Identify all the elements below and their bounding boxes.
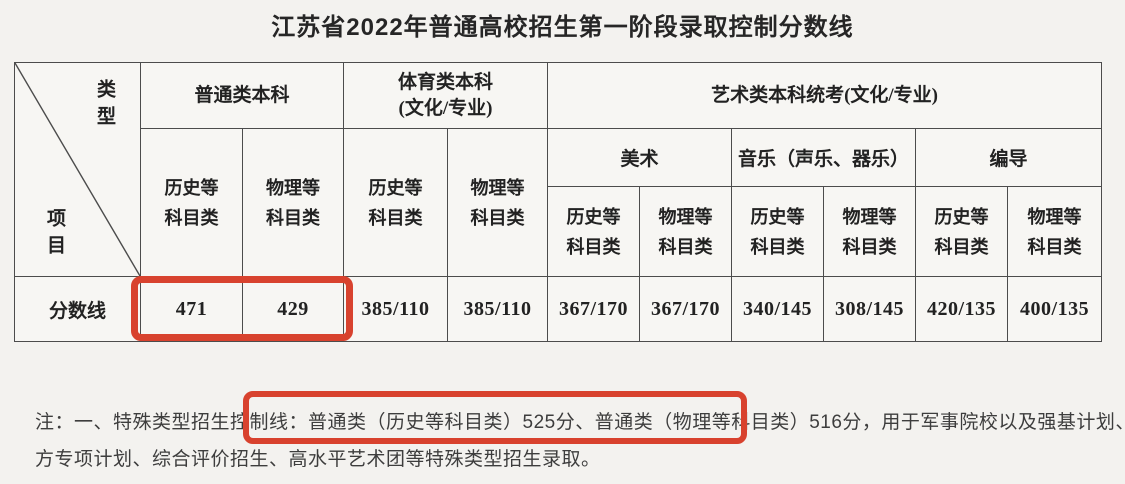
corner-cell: 类型 项目 [14, 62, 141, 277]
score-sports-history: 385/110 [343, 276, 449, 342]
subheader-music-history: 历史等 科目类 [731, 186, 825, 277]
score-table: 类型 项目 普通类本科 体育类本科 (文化/专业) 艺术类本科统考(文化/专业)… [14, 62, 1103, 342]
subheader-sports-physics: 物理等 科目类 [447, 128, 549, 277]
subheader-fine-arts-history: 历史等 科目类 [547, 186, 641, 277]
subheader-music-physics: 物理等 科目类 [823, 186, 917, 277]
corner-label-item: 项目 [44, 208, 65, 262]
subheader-directing-history: 历史等 科目类 [915, 186, 1009, 277]
score-music-physics: 308/145 [823, 276, 917, 342]
page-title: 江苏省2022年普通高校招生第一阶段录取控制分数线 [271, 14, 854, 41]
diagonal-divider-line [15, 63, 140, 276]
header-fine-arts: 美术 [547, 128, 733, 187]
subheader-sports-history: 历史等 科目类 [343, 128, 449, 277]
header-arts: 艺术类本科统考(文化/专业) [547, 62, 1103, 129]
header-general: 普通类本科 [139, 62, 345, 129]
subheader-directing-physics: 物理等 科目类 [1007, 186, 1103, 277]
score-directing-history: 420/135 [915, 276, 1009, 342]
footnote-line-1: 注：一、特殊类型招生控制线：普通类（历史等科目类）525分、普通类（物理等科目类… [35, 412, 1125, 433]
subheader-general-history: 历史等 科目类 [140, 128, 243, 277]
score-sports-physics: 385/110 [447, 276, 549, 342]
score-music-history: 340/145 [731, 276, 825, 342]
subheader-general-physics: 物理等 科目类 [241, 128, 345, 277]
score-directing-physics: 400/135 [1007, 276, 1103, 342]
subheader-fine-arts-physics: 物理等 科目类 [639, 186, 733, 277]
footnote-line-2: 方专项计划、综合评价招生、高水平艺术团等特殊类型招生录取。 [35, 449, 601, 470]
header-sports: 体育类本科 (文化/专业) [343, 62, 549, 129]
row-label-scoreline: 分数线 [14, 276, 141, 342]
header-directing: 编导 [915, 128, 1103, 187]
score-fine-arts-physics: 367/170 [639, 276, 733, 342]
corner-label-type: 类型 [94, 79, 115, 133]
score-fine-arts-history: 367/170 [547, 276, 641, 342]
footnote: 注：一、特殊类型招生控制线：普通类（历史等科目类）525分、普通类（物理等科目类… [35, 404, 1125, 478]
score-general-physics: 429 [241, 276, 345, 342]
score-general-history: 471 [140, 276, 243, 342]
header-music: 音乐（声乐、器乐） [731, 128, 917, 187]
